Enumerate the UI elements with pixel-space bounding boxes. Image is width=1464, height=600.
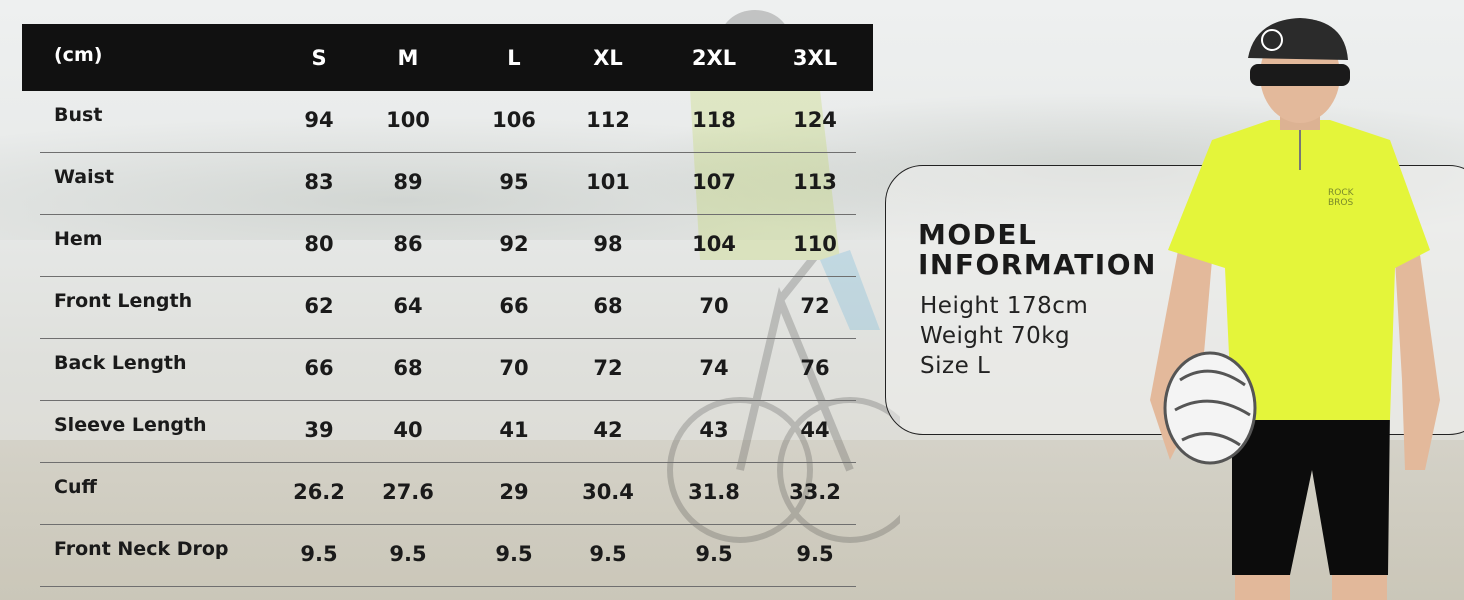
table-row: Front Length 62 64 66 68 70 72 [40, 277, 856, 339]
size-header-l: L [507, 46, 521, 70]
table-cell: 9.5 [695, 542, 733, 566]
table-cell: 41 [499, 418, 529, 442]
table-cell: 66 [499, 294, 529, 318]
table-cell: 95 [499, 170, 529, 194]
table-cell: 43 [699, 418, 729, 442]
table-cell: 30.4 [582, 480, 634, 504]
table-cell: 113 [793, 170, 837, 194]
table-cell: 68 [593, 294, 623, 318]
table-row: Cuff 26.2 27.6 29 30.4 31.8 33.2 [40, 463, 856, 525]
table-cell: 94 [304, 108, 334, 132]
table-cell: 9.5 [589, 542, 627, 566]
size-header-s: S [311, 46, 327, 70]
model-title-line1: MODEL [918, 218, 1038, 251]
row-label: Front Length [54, 290, 193, 312]
table-cell: 42 [593, 418, 623, 442]
table-cell: 33.2 [789, 480, 841, 504]
table-cell: 44 [800, 418, 830, 442]
table-cell: 98 [593, 232, 623, 256]
size-chart-table: (cm) S M L XL 2XL 3XL Bust 94 100 106 112 118… [22, 24, 873, 587]
table-cell: 83 [304, 170, 334, 194]
table-cell: 86 [393, 232, 423, 256]
table-cell: 124 [793, 108, 837, 132]
table-cell: 29 [499, 480, 529, 504]
table-cell: 110 [793, 232, 837, 256]
table-cell: 72 [593, 356, 623, 380]
table-cell: 101 [586, 170, 630, 194]
table-cell: 112 [586, 108, 630, 132]
model-weight: Weight 70kg [920, 323, 1071, 349]
table-cell: 74 [699, 356, 729, 380]
table-cell: 68 [393, 356, 423, 380]
table-row: Hem 80 86 92 98 104 110 [40, 215, 856, 277]
table-cell: 100 [386, 108, 430, 132]
row-label: Hem [54, 228, 103, 250]
table-row: Front Neck Drop 9.5 9.5 9.5 9.5 9.5 9.5 [40, 525, 856, 587]
model-info-title: MODEL INFORMATION [918, 220, 1178, 280]
model-size: Size L [920, 353, 991, 379]
table-cell: 70 [499, 356, 529, 380]
background-field [0, 440, 1464, 600]
size-header-3xl: 3XL [792, 46, 838, 70]
table-row: Waist 83 89 95 101 107 113 [40, 153, 856, 215]
table-cell: 9.5 [300, 542, 338, 566]
model-height: Height 178cm [920, 293, 1089, 319]
table-cell: 9.5 [796, 542, 834, 566]
row-label: Sleeve Length [54, 414, 207, 436]
table-cell: 31.8 [688, 480, 740, 504]
table-cell: 40 [393, 418, 423, 442]
table-cell: 92 [499, 232, 529, 256]
table-cell: 39 [304, 418, 334, 442]
table-cell: 26.2 [293, 480, 345, 504]
table-cell: 62 [304, 294, 334, 318]
table-cell: 66 [304, 356, 334, 380]
table-row: Sleeve Length 39 40 41 42 43 44 [40, 401, 856, 463]
table-cell: 107 [692, 170, 736, 194]
table-cell: 27.6 [382, 480, 434, 504]
table-row: Back Length 66 68 70 72 74 76 [40, 339, 856, 401]
table-row: Bust 94 100 106 112 118 124 [40, 91, 856, 153]
table-cell: 64 [393, 294, 423, 318]
table-cell: 9.5 [495, 542, 533, 566]
jersey-logo-bros: BROS [1328, 198, 1354, 208]
table-cell: 76 [800, 356, 830, 380]
table-cell: 104 [692, 232, 736, 256]
table-header: (cm) S M L XL 2XL 3XL [22, 24, 873, 91]
table-cell: 80 [304, 232, 334, 256]
model-title-line2: INFORMATION [918, 248, 1157, 281]
table-cell: 9.5 [389, 542, 427, 566]
table-cell: 118 [692, 108, 736, 132]
table-body: Bust 94 100 106 112 118 124 Waist 83 89 95 101 107 11… [22, 91, 873, 587]
table-cell: 72 [800, 294, 830, 318]
row-label: Cuff [54, 476, 97, 498]
unit-label: (cm) [54, 44, 103, 66]
size-header-m: M [397, 46, 419, 70]
row-label: Back Length [54, 352, 187, 374]
row-label: Bust [54, 104, 103, 126]
row-label: Front Neck Drop [54, 538, 229, 560]
jersey-logo-rock: ROCK [1328, 188, 1355, 198]
size-header-xl: XL [593, 46, 623, 70]
row-label: Waist [54, 166, 115, 188]
table-cell: 70 [699, 294, 729, 318]
table-cell: 89 [393, 170, 423, 194]
model-photo: ROCK BROS [1150, 18, 1440, 600]
table-cell: 106 [492, 108, 536, 132]
size-header-2xl: 2XL [691, 46, 737, 70]
